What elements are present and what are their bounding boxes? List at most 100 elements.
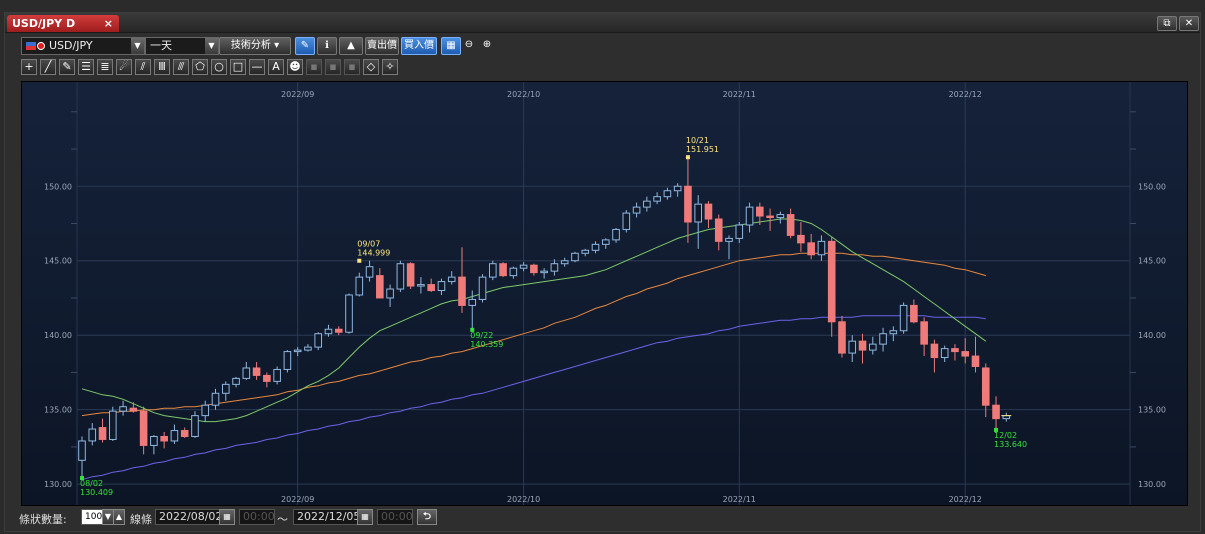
extreme-marker (685, 155, 690, 160)
extreme-date-label: 08/02 (80, 479, 103, 488)
candle-body (756, 206, 764, 217)
tab-close-icon[interactable]: × (103, 17, 113, 30)
candle-body (571, 252, 579, 262)
mountain-chart-icon[interactable]: ▲ (339, 37, 363, 55)
extreme-value-label: 133.640 (994, 440, 1027, 449)
pencil-tool-icon[interactable]: ✎ (59, 59, 75, 75)
y-tick-label-left: 135.00 (44, 406, 72, 415)
sell-price-button[interactable]: 賣出價 (365, 37, 399, 55)
candle-body (694, 203, 703, 223)
candle-body (519, 264, 528, 269)
chevron-down-icon[interactable]: ▼ (131, 38, 144, 54)
buy-price-button[interactable]: 買入價 (401, 37, 437, 55)
text-tool-icon[interactable]: A (268, 59, 284, 75)
candle-body (735, 224, 744, 239)
pencil-icon[interactable]: ✎ (295, 37, 315, 55)
parallel-tool-icon[interactable]: ⫻ (173, 59, 189, 75)
info-icon[interactable]: ℹ (317, 37, 337, 55)
symbol-select[interactable]: USD/JPY ▼ (21, 37, 145, 55)
calendar-icon[interactable]: ▦ (357, 509, 373, 525)
bar-count-input[interactable]: 100 (81, 509, 103, 525)
channel-tool-icon[interactable]: ≣ (97, 59, 113, 75)
candle-body (827, 240, 836, 323)
technical-analysis-button[interactable]: 技術分析 ▾ (219, 37, 291, 55)
candle-body (427, 284, 435, 292)
candle-body (786, 214, 795, 236)
line-tool-icon[interactable]: ╱ (40, 59, 56, 75)
candle-body (109, 410, 117, 440)
candle-body (643, 200, 651, 208)
candle-body (386, 288, 394, 299)
candle-body (252, 367, 261, 376)
return-icon[interactable]: ⮌ (417, 509, 437, 525)
extreme-value-label: 140.359 (470, 340, 503, 349)
candle-body (930, 343, 939, 359)
candle-body (992, 404, 1000, 420)
rectangle-tool-icon[interactable]: □ (230, 59, 246, 75)
candle-body (817, 240, 826, 256)
fan-tool-icon[interactable]: ⫽ (135, 59, 151, 75)
window-tab[interactable]: USD/JPY D × (7, 15, 119, 32)
candle-body (971, 355, 980, 367)
candle-body (98, 427, 107, 440)
candle-body (293, 349, 302, 353)
candle-body (920, 321, 928, 345)
candle-body (509, 267, 518, 277)
extreme-marker (357, 258, 362, 263)
candle-body (437, 281, 446, 292)
chart-area[interactable]: 130.00 130.00 135.00 135.00 140.00 140.00 145.… (21, 81, 1188, 506)
arc-tool-icon[interactable]: ☄ (116, 59, 132, 75)
vlines-tool-icon[interactable]: Ⅲ (154, 59, 170, 75)
end-time-input[interactable]: 00:00 (377, 509, 413, 525)
pentagon-tool-icon[interactable]: ⬠ (192, 59, 208, 75)
extreme-date-label: 09/22 (470, 331, 493, 340)
crosshair-tool-icon[interactable]: + (21, 59, 37, 75)
candle-body (910, 304, 918, 323)
y-tick-label-left: 140.00 (44, 331, 72, 340)
period-select[interactable]: 一天 ▼ (145, 37, 219, 55)
bar-count-label: 條狀數量: (19, 513, 67, 526)
candle-body (376, 275, 384, 299)
candle-body (653, 196, 661, 202)
hline-tool-icon[interactable]: — (249, 59, 265, 75)
extreme-value-label: 144.999 (357, 249, 390, 258)
icon-tool-icon[interactable]: ☻ (287, 59, 303, 75)
candle-body (119, 406, 127, 412)
candle-body (879, 333, 887, 345)
magic-tool-icon[interactable]: ✧ (382, 59, 398, 75)
extreme-marker (470, 327, 475, 332)
candle-body (88, 428, 97, 442)
tool-c-tool-icon[interactable]: ▪ (344, 59, 360, 75)
candle-body (283, 351, 292, 370)
restore-icon[interactable]: ⧉ (1157, 16, 1177, 31)
candle-body (951, 348, 959, 353)
candle-body (242, 367, 251, 379)
candle-body (478, 276, 487, 300)
tool-a-tool-icon[interactable]: ▪ (306, 59, 322, 75)
screenshot-icon[interactable]: ▦ (441, 37, 461, 55)
close-icon[interactable]: ✕ (1179, 16, 1199, 31)
candle-body (201, 404, 210, 417)
circle-tool-icon[interactable]: ○ (211, 59, 227, 75)
tool-b-tool-icon[interactable]: ▪ (325, 59, 341, 75)
eraser-tool-icon[interactable]: ◇ (363, 59, 379, 75)
x-tick-label-top: 2022/11 (723, 90, 756, 99)
end-date-input[interactable]: 2022/12/05 (293, 509, 360, 525)
candle-body (273, 368, 281, 382)
start-time-input[interactable]: 00:00 (239, 509, 275, 525)
chevron-down-icon[interactable]: ▼ (205, 38, 218, 54)
x-tick-label-bottom: 2022/11 (723, 495, 756, 504)
y-tick-label-right: 135.00 (1138, 406, 1166, 415)
candle-body (838, 321, 846, 354)
zoom-in-icon[interactable]: ⊕ (482, 39, 492, 50)
candle-body (211, 392, 220, 406)
zoom-out-icon[interactable]: ⊖ (464, 39, 474, 50)
candle-body (150, 435, 158, 446)
count-up-icon[interactable]: ▲ (113, 509, 125, 525)
hlines-tool-icon[interactable]: ☰ (78, 59, 94, 75)
start-date-input[interactable]: 2022/08/02 (155, 509, 222, 525)
calendar-icon[interactable]: ▦ (219, 509, 235, 525)
candle-body (221, 383, 230, 394)
x-tick-label-top: 2022/10 (507, 90, 540, 99)
candlestick-chart[interactable]: 130.00 130.00 135.00 135.00 140.00 140.00 145.… (22, 82, 1187, 505)
